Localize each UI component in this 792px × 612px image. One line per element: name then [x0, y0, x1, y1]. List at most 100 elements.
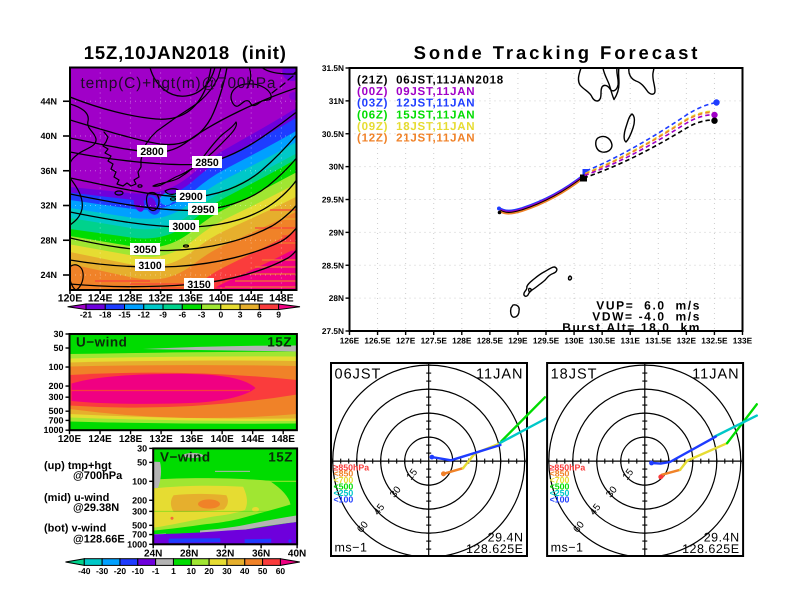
svg-text:<500: <500 — [334, 482, 354, 492]
svg-text:28.5N: 28.5N — [322, 260, 344, 270]
svg-text:36N: 36N — [252, 548, 270, 559]
svg-text:32N: 32N — [216, 548, 234, 559]
svg-text:1000: 1000 — [43, 425, 63, 435]
svg-text:133E: 133E — [733, 336, 753, 346]
svg-text:≥850hPa: ≥850hPa — [334, 462, 370, 472]
svg-text:30.5N: 30.5N — [322, 129, 344, 139]
svg-text:-1: -1 — [152, 566, 160, 576]
svg-text:30: 30 — [222, 566, 232, 576]
svg-text:(09Z) 18JST,11JAN: (09Z) 18JST,11JAN — [357, 121, 475, 133]
svg-text:-10: -10 — [132, 566, 145, 576]
svg-text:40: 40 — [240, 566, 250, 576]
svg-text:31.5N: 31.5N — [322, 63, 344, 73]
svg-text:28N: 28N — [40, 235, 57, 245]
svg-text:15Z,10JAN2018 (init): 15Z,10JAN2018 (init) — [84, 42, 287, 63]
svg-text:3050: 3050 — [133, 244, 157, 256]
svg-text:2950: 2950 — [191, 204, 215, 216]
svg-text:128.625E: 128.625E — [466, 542, 524, 556]
svg-text:<700: <700 — [550, 475, 570, 485]
svg-text:VDW= -4.0 m/s: VDW= -4.0 m/s — [592, 310, 701, 324]
svg-text:129E: 129E — [508, 336, 528, 346]
svg-text:127E: 127E — [396, 336, 416, 346]
svg-text:(up) tmp+hgt: (up) tmp+hgt — [44, 460, 112, 472]
svg-text:2800: 2800 — [140, 146, 164, 158]
svg-text:144E: 144E — [241, 434, 265, 445]
svg-text:<250: <250 — [550, 488, 570, 498]
svg-text:-18: -18 — [99, 310, 112, 320]
svg-text:29.4N: 29.4N — [704, 531, 740, 545]
svg-text:148E: 148E — [269, 293, 294, 305]
svg-text:136E: 136E — [179, 293, 204, 305]
svg-text:V−wind: V−wind — [160, 450, 211, 465]
svg-text:60: 60 — [276, 566, 286, 576]
svg-text:126.5E: 126.5E — [364, 336, 391, 346]
svg-text:-6: -6 — [179, 310, 187, 320]
svg-text:-20: -20 — [114, 566, 127, 576]
svg-text:500: 500 — [48, 406, 63, 416]
svg-text:128E: 128E — [119, 434, 143, 445]
svg-text:U−wind: U−wind — [76, 335, 127, 350]
svg-text:ms−1: ms−1 — [335, 541, 368, 555]
svg-text:140E: 140E — [210, 434, 234, 445]
svg-text:temp(C)+hgt(m)@700hPa: temp(C)+hgt(m)@700hPa — [81, 75, 277, 92]
svg-text:-9: -9 — [159, 310, 167, 320]
svg-text:126E: 126E — [340, 336, 360, 346]
svg-text:136E: 136E — [180, 434, 204, 445]
svg-text:<100: <100 — [334, 494, 354, 504]
svg-text:124E: 124E — [88, 293, 113, 305]
svg-text:700: 700 — [132, 530, 147, 540]
svg-text:500: 500 — [132, 520, 147, 530]
svg-text:40N: 40N — [40, 131, 57, 141]
svg-text:300: 300 — [48, 392, 63, 402]
svg-text:124E: 124E — [88, 434, 112, 445]
svg-text:11JAN: 11JAN — [692, 367, 739, 383]
svg-text:148E: 148E — [272, 434, 296, 445]
svg-text:200: 200 — [132, 495, 147, 505]
svg-text:-15: -15 — [118, 310, 131, 320]
svg-text:(21Z) 06JST,11JAN2018: (21Z) 06JST,11JAN2018 — [357, 75, 504, 87]
svg-text:20: 20 — [204, 566, 214, 576]
svg-text:-3: -3 — [198, 310, 206, 320]
svg-text:120E: 120E — [58, 434, 82, 445]
svg-text:-30: -30 — [96, 566, 109, 576]
svg-text:128E: 128E — [118, 293, 143, 305]
svg-text:32N: 32N — [40, 201, 57, 211]
svg-text:Burst Alt= 18.0 km: Burst Alt= 18.0 km — [562, 321, 701, 335]
svg-text:-12: -12 — [138, 310, 151, 320]
svg-text:@700hPa: @700hPa — [73, 470, 123, 482]
svg-text:140E: 140E — [209, 293, 234, 305]
svg-text:9: 9 — [276, 310, 281, 320]
svg-text:132E: 132E — [677, 336, 697, 346]
svg-text:30: 30 — [53, 329, 63, 339]
svg-text:<850: <850 — [334, 469, 354, 479]
svg-text:50: 50 — [258, 566, 268, 576]
svg-text:29N: 29N — [329, 227, 344, 237]
svg-text:29.4N: 29.4N — [488, 531, 524, 545]
svg-text:<850: <850 — [550, 469, 570, 479]
svg-text:28N: 28N — [329, 293, 344, 303]
svg-text:3150: 3150 — [187, 279, 211, 291]
svg-text:24N: 24N — [40, 270, 57, 280]
svg-text:50: 50 — [53, 343, 63, 353]
svg-text:128.625E: 128.625E — [682, 542, 740, 556]
svg-text:06JST: 06JST — [335, 367, 382, 383]
svg-text:<500: <500 — [550, 482, 570, 492]
svg-text:128.5E: 128.5E — [477, 336, 504, 346]
svg-text:(06Z) 15JST,11JAN: (06Z) 15JST,11JAN — [357, 109, 475, 121]
svg-text:29.5N: 29.5N — [322, 195, 344, 205]
svg-text:132.5E: 132.5E — [701, 336, 728, 346]
svg-text:130.5E: 130.5E — [589, 336, 616, 346]
svg-text:27.5N: 27.5N — [322, 326, 344, 336]
svg-text:-21: -21 — [80, 310, 93, 320]
svg-text:ms−1: ms−1 — [551, 541, 584, 555]
svg-text:36N: 36N — [40, 166, 57, 176]
svg-text:3100: 3100 — [138, 260, 162, 272]
svg-text:1000: 1000 — [127, 539, 147, 549]
svg-text:3: 3 — [238, 310, 243, 320]
svg-text:(00Z) 09JST,11JAN: (00Z) 09JST,11JAN — [357, 86, 475, 98]
svg-text:24N: 24N — [144, 548, 162, 559]
svg-text:3000: 3000 — [172, 221, 196, 233]
svg-text:1: 1 — [171, 566, 176, 576]
svg-text:131.5E: 131.5E — [645, 336, 672, 346]
svg-text:10: 10 — [187, 566, 197, 576]
